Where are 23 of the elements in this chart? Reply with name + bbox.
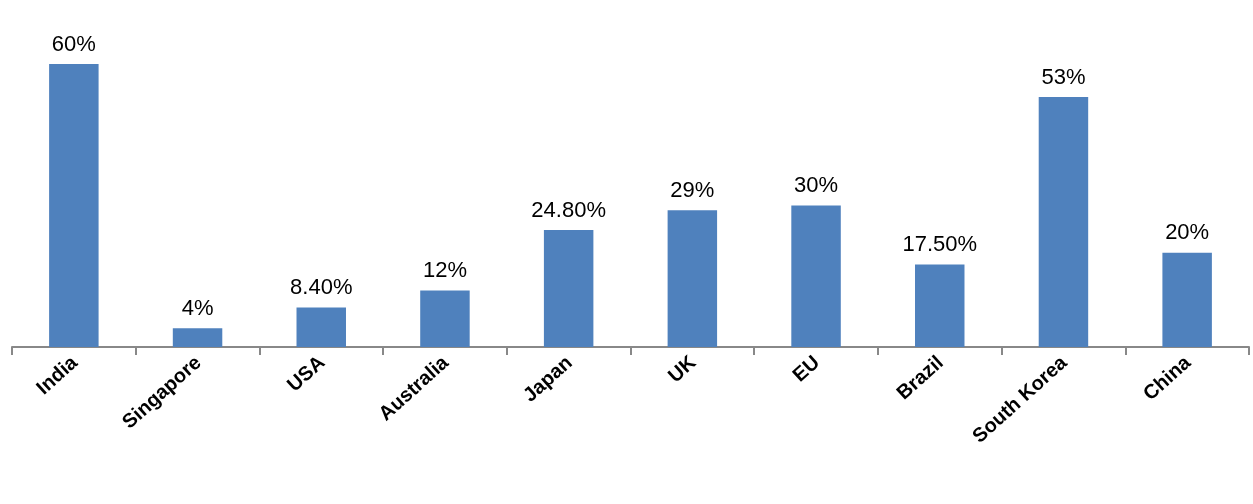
x-tick-label: USA	[282, 350, 329, 396]
bar	[667, 210, 718, 347]
data-label: 60%	[51, 30, 96, 56]
data-label: 24.80%	[531, 196, 606, 222]
x-tick-label: UK	[663, 350, 701, 387]
data-label: 17.50%	[902, 230, 978, 256]
bar	[543, 230, 594, 347]
data-label: 8.40%	[290, 273, 353, 299]
data-label: 29%	[670, 176, 715, 202]
data-label: 53%	[1041, 63, 1086, 89]
data-label: 4%	[181, 294, 214, 320]
bar	[49, 64, 99, 347]
bar	[1162, 252, 1212, 347]
bar	[791, 205, 841, 347]
bar	[1038, 97, 1089, 347]
data-label: 30%	[794, 172, 839, 197]
x-tick-label: EU	[788, 350, 824, 386]
bar	[915, 264, 965, 347]
data-label: 12%	[422, 256, 467, 282]
data-label: 20%	[1165, 219, 1210, 245]
bar	[296, 307, 346, 347]
bar	[172, 328, 223, 347]
bar	[420, 290, 470, 347]
